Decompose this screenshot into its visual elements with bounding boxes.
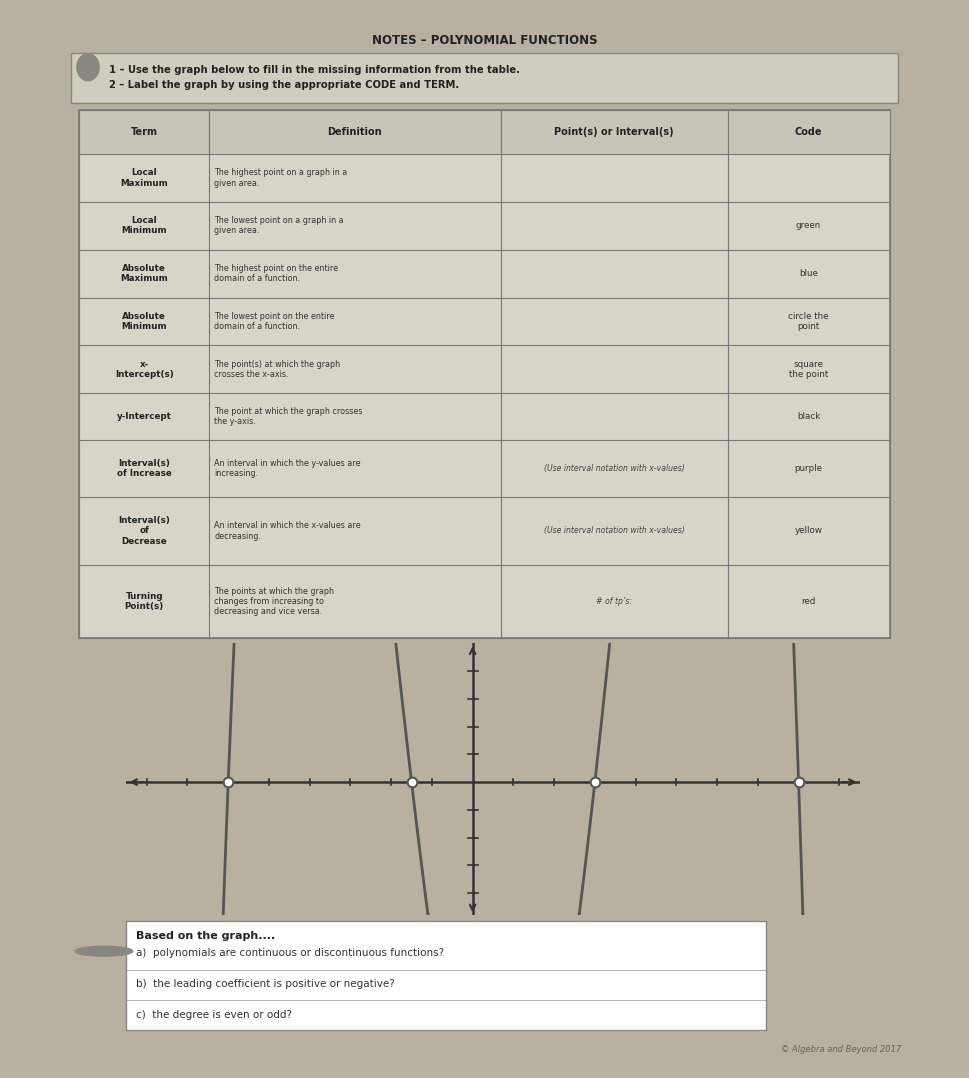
Text: blue: blue <box>799 270 818 278</box>
Text: green: green <box>796 221 821 231</box>
Text: Term: Term <box>131 127 158 137</box>
Text: Absolute
Minimum: Absolute Minimum <box>121 312 167 331</box>
Text: The point at which the graph crosses
the y-axis.: The point at which the graph crosses the… <box>214 406 362 426</box>
Text: Definition: Definition <box>328 127 382 137</box>
Circle shape <box>76 946 133 956</box>
Text: Point(s) or Interval(s): Point(s) or Interval(s) <box>554 127 673 137</box>
Text: NOTES – POLYNOMIAL FUNCTIONS: NOTES – POLYNOMIAL FUNCTIONS <box>372 33 597 46</box>
Circle shape <box>77 54 99 81</box>
Text: Code: Code <box>795 127 823 137</box>
Text: c)  the degree is even or odd?: c) the degree is even or odd? <box>136 1010 292 1020</box>
Text: x-
Intercept(s): x- Intercept(s) <box>115 360 173 379</box>
Text: 2 – Label the graph by using the appropriate CODE and TERM.: 2 – Label the graph by using the appropr… <box>109 80 459 91</box>
Text: © Algebra and Beyond 2017: © Algebra and Beyond 2017 <box>781 1046 901 1054</box>
Text: Interval(s)
of Increase: Interval(s) of Increase <box>117 458 172 478</box>
Text: circle the
point: circle the point <box>789 312 828 331</box>
Text: Interval(s)
of
Decrease: Interval(s) of Decrease <box>118 516 171 545</box>
Text: The highest point on the entire
domain of a function.: The highest point on the entire domain o… <box>214 264 338 284</box>
Text: (Use interval notation with x-values): (Use interval notation with x-values) <box>544 526 684 536</box>
Text: b)  the leading coefficient is positive or negative?: b) the leading coefficient is positive o… <box>136 979 394 990</box>
Text: Turning
Point(s): Turning Point(s) <box>125 592 164 611</box>
Text: black: black <box>797 412 820 420</box>
FancyBboxPatch shape <box>79 110 890 154</box>
Text: Based on the graph....: Based on the graph.... <box>136 931 275 941</box>
Text: The highest point on a graph in a
given area.: The highest point on a graph in a given … <box>214 168 348 188</box>
Text: The lowest point on a graph in a
given area.: The lowest point on a graph in a given a… <box>214 216 344 235</box>
Text: (Use interval notation with x-values): (Use interval notation with x-values) <box>544 464 684 473</box>
Text: y-Intercept: y-Intercept <box>117 412 172 420</box>
Text: An interval in which the y-values are
increasing.: An interval in which the y-values are in… <box>214 458 360 478</box>
FancyBboxPatch shape <box>79 110 890 638</box>
Text: # of tp’s:: # of tp’s: <box>596 597 632 606</box>
Text: Local
Maximum: Local Maximum <box>120 168 169 188</box>
Text: The lowest point on the entire
domain of a function.: The lowest point on the entire domain of… <box>214 312 334 331</box>
Text: yellow: yellow <box>795 526 823 536</box>
Text: square
the point: square the point <box>789 360 828 379</box>
Text: Absolute
Maximum: Absolute Maximum <box>120 264 169 284</box>
Text: The point(s) at which the graph
crosses the x-axis.: The point(s) at which the graph crosses … <box>214 360 340 379</box>
FancyBboxPatch shape <box>71 53 898 102</box>
Text: 1 – Use the graph below to fill in the missing information from the table.: 1 – Use the graph below to fill in the m… <box>109 65 520 75</box>
Text: An interval in which the x-values are
decreasing.: An interval in which the x-values are de… <box>214 521 360 540</box>
Text: red: red <box>801 597 816 606</box>
Text: Local
Minimum: Local Minimum <box>121 216 167 235</box>
Text: purple: purple <box>795 464 823 473</box>
Text: a)  polynomials are continuous or discontinuous functions?: a) polynomials are continuous or discont… <box>136 949 444 958</box>
Text: The points at which the graph
changes from increasing to
decreasing and vice ver: The points at which the graph changes fr… <box>214 586 334 617</box>
